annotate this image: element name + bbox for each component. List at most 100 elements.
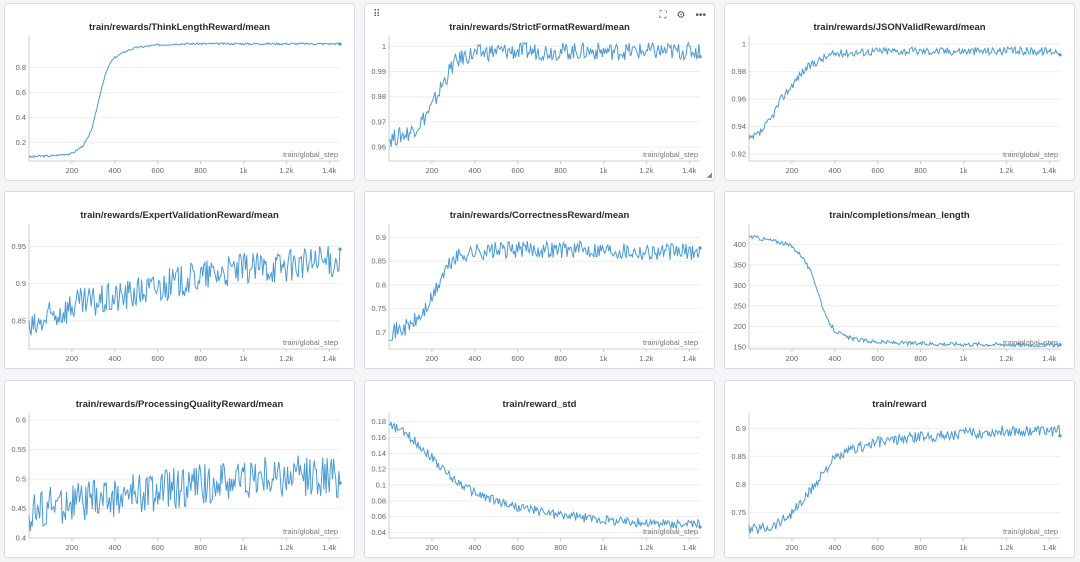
x-tick-label: 400	[109, 543, 122, 552]
x-axis-label: train/global_step	[643, 338, 698, 347]
drag-handle-icon[interactable]: ⠿	[373, 9, 380, 20]
x-tick-label: 1.2k	[999, 354, 1013, 363]
y-tick-label: 0.5	[16, 474, 26, 483]
series-line[interactable]	[748, 45, 1061, 141]
series-line[interactable]	[388, 421, 701, 530]
x-tick-label: 800	[194, 543, 207, 552]
line-chart[interactable]: 150 200 250 300 350 400 200 400 600 800 1k 1.2k 1.4k…	[725, 192, 1075, 369]
x-tick-label: 1.4k	[322, 543, 336, 552]
x-tick-label: 400	[469, 166, 482, 175]
x-tick-label: 400	[829, 543, 842, 552]
x-tick-label: 1.2k	[639, 166, 653, 175]
chart-panel-7[interactable]: train/reward_std 0.04 0.06 0.08 0.1 0.12 0.14…	[364, 380, 715, 558]
chart-panel-0[interactable]: train/rewards/ThinkLengthReward/mean 0.2…	[4, 3, 355, 181]
y-tick-label: 0.97	[371, 117, 386, 126]
chart-panel-2[interactable]: train/rewards/JSONValidReward/mean 0.92 0…	[724, 3, 1075, 181]
line-chart[interactable]: 0.04 0.06 0.08 0.1 0.12 0.14 0.16 0.18 200 400 600…	[365, 381, 715, 558]
series-line[interactable]	[28, 41, 341, 159]
y-tick-label: 250	[733, 301, 746, 310]
y-tick-label: 1	[382, 42, 386, 51]
panel-title: train/reward	[872, 399, 927, 410]
y-tick-label: 0.4	[16, 113, 26, 122]
y-tick-label: 0.75	[731, 508, 746, 517]
y-tick-label: 0.1	[376, 481, 386, 490]
x-tick-label: 1.2k	[639, 354, 653, 363]
x-tick-label: 1k	[600, 166, 608, 175]
x-tick-label: 1.4k	[682, 543, 696, 552]
series-line[interactable]	[388, 40, 701, 147]
series-end-point	[698, 246, 702, 250]
y-tick-label: 0.45	[11, 504, 26, 513]
x-tick-label: 1k	[600, 354, 608, 363]
y-tick-label: 0.85	[731, 452, 746, 461]
x-tick-label: 400	[109, 166, 122, 175]
x-axis-label: train/global_step	[643, 527, 698, 536]
panel-title: train/reward_std	[502, 399, 577, 410]
x-axis-label: train/global_step	[1003, 338, 1058, 347]
series-line[interactable]	[28, 246, 341, 336]
chart-panel-5[interactable]: train/completions/mean_length 150 200 250 3…	[724, 191, 1075, 369]
settings-icon[interactable]: ⚙	[676, 10, 686, 21]
x-axis-label: train/global_step	[283, 150, 338, 159]
y-tick-label: 0.75	[371, 304, 386, 313]
x-tick-label: 1.2k	[999, 166, 1013, 175]
x-tick-label: 800	[554, 166, 567, 175]
line-chart[interactable]: 0.96 0.97 0.98 0.99 1 200 400 600 800 1k 1.2k 1.4k t…	[365, 4, 715, 181]
y-tick-label: 0.98	[371, 92, 386, 101]
x-tick-label: 800	[914, 543, 927, 552]
x-tick-label: 600	[871, 354, 884, 363]
chart-panel-4[interactable]: train/rewards/CorrectnessReward/mean 0.7…	[364, 191, 715, 369]
x-axis-label: train/global_step	[283, 338, 338, 347]
line-chart[interactable]: 0.85 0.9 0.95 200 400 600 800 1k 1.2k 1.4k train/g…	[5, 192, 355, 369]
x-axis-label: train/global_step	[1003, 527, 1058, 536]
x-tick-label: 1.4k	[322, 166, 336, 175]
x-tick-label: 1k	[240, 166, 248, 175]
x-tick-label: 1k	[240, 354, 248, 363]
panel-title: train/rewards/ProcessingQualityReward/me…	[75, 399, 284, 410]
x-axis-label: train/global_step	[643, 150, 698, 159]
series-line[interactable]	[388, 240, 701, 341]
x-tick-label: 1.4k	[1042, 354, 1056, 363]
y-tick-label: 300	[733, 281, 746, 290]
x-tick-label: 400	[829, 166, 842, 175]
series-end-point	[338, 481, 342, 485]
series-line[interactable]	[28, 455, 341, 532]
x-tick-label: 200	[786, 166, 799, 175]
chart-panel-8[interactable]: train/reward 0.75 0.8 0.85 0.9 200 400 600 800 1…	[724, 380, 1075, 558]
more-icon[interactable]: •••	[695, 10, 706, 21]
x-tick-label: 600	[511, 543, 524, 552]
chart-panel-3[interactable]: train/rewards/ExpertValidationReward/mea…	[4, 191, 355, 369]
resize-handle-icon[interactable]: ◢	[706, 172, 712, 179]
x-tick-label: 400	[469, 354, 482, 363]
x-tick-label: 600	[151, 354, 164, 363]
panel-title: train/completions/mean_length	[829, 210, 970, 221]
series-end-point	[1058, 343, 1062, 347]
x-tick-label: 200	[786, 543, 799, 552]
fullscreen-icon[interactable]: ⛶	[659, 10, 667, 21]
chart-panel-1[interactable]: ⠿ ⛶ ⚙ ••• train/rewards/StrictFormatRewa…	[364, 3, 715, 181]
y-tick-label: 0.55	[11, 445, 26, 454]
y-tick-label: 0.94	[731, 122, 746, 131]
y-tick-label: 400	[733, 240, 746, 249]
x-tick-label: 1.4k	[1042, 543, 1056, 552]
y-tick-label: 0.2	[16, 138, 26, 147]
x-tick-label: 1.4k	[682, 166, 696, 175]
line-chart[interactable]: 0.4 0.45 0.5 0.55 0.6 200 400 600 800 1k 1.2k 1.4k t…	[5, 381, 355, 558]
series-line[interactable]	[748, 234, 1061, 349]
y-tick-label: 0.8	[736, 480, 746, 489]
x-tick-label: 200	[426, 166, 439, 175]
chart-panel-6[interactable]: train/rewards/ProcessingQualityReward/me…	[4, 380, 355, 558]
series-line[interactable]	[748, 424, 1061, 534]
x-tick-label: 800	[194, 354, 207, 363]
y-tick-label: 0.85	[371, 257, 386, 266]
y-tick-label: 0.08	[371, 496, 386, 505]
y-tick-label: 150	[733, 342, 746, 351]
x-tick-label: 1.2k	[279, 354, 293, 363]
y-tick-label: 0.7	[376, 328, 386, 337]
y-tick-label: 0.4	[16, 534, 26, 543]
y-tick-label: 0.04	[371, 528, 386, 537]
